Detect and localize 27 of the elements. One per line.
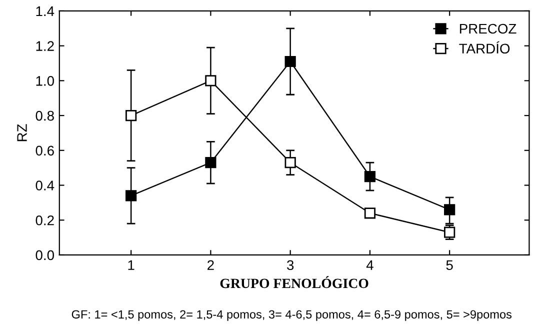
point: [364, 208, 376, 219]
x-tick-label: 3: [286, 260, 294, 270]
x-tick-label: 4: [366, 260, 374, 270]
x-axis-title: GRUPO FENOLÓGICO: [220, 276, 368, 288]
point: [444, 204, 456, 216]
point: [284, 157, 296, 168]
y-tick-label: 1.0: [36, 76, 54, 86]
point: [205, 157, 216, 168]
point: [126, 190, 137, 202]
y-tick-label: 0.0: [36, 250, 54, 260]
x-tick-label: 1: [128, 260, 134, 270]
point: [205, 75, 216, 86]
point: [126, 110, 137, 122]
y-tick-label: 1.2: [36, 41, 54, 51]
y-axis-title: RZ: [17, 124, 27, 142]
text: GF: 1= <1,5 pomos, 2= 1,5-4 pomos, 3= 4-6,5 pomos, 4= 6,5-9 pomos, 5= >9pomos: [72, 310, 512, 321]
y-tick-label: 1.4: [36, 6, 54, 16]
y-tick-label: 0.2: [36, 215, 54, 226]
point: [364, 170, 376, 182]
legend-label: PRECOZ: [460, 24, 516, 34]
x-tick-label: 2: [208, 260, 214, 270]
y-tick-label: 0.6: [36, 146, 54, 156]
point: [284, 56, 296, 68]
legend-label: TARDÍO: [459, 41, 510, 54]
y-tick-label: 0.8: [36, 110, 54, 121]
y-tick-label: 0.4: [36, 180, 54, 190]
x-tick-label: 5: [446, 260, 453, 270]
